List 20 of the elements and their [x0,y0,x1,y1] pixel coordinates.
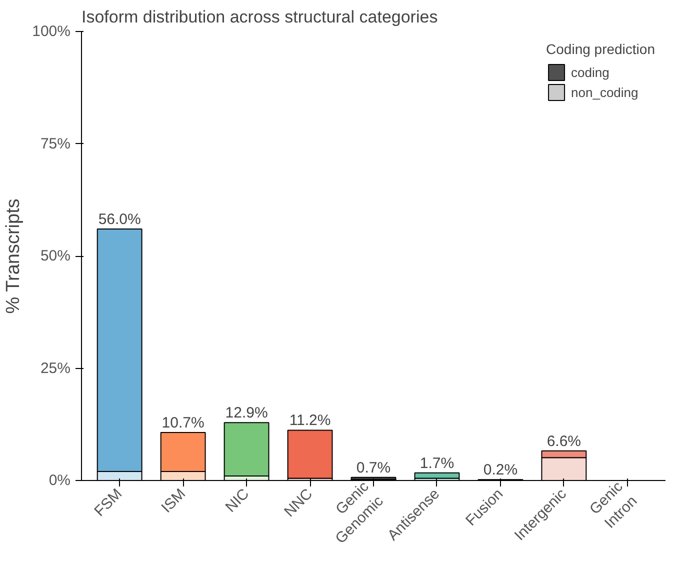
total-label: 0.7% [356,459,391,476]
y-tick-label: 50% [40,248,71,264]
y-axis-title: % Transcripts [3,198,24,314]
y-tick-label: 0% [48,472,71,489]
total-label: 56.0% [98,211,141,228]
total-label: 11.2% [289,412,331,430]
y-tick-label: 100% [32,23,71,40]
x-tick-label: ISM [158,485,190,516]
total-label: 12.9% [225,404,268,422]
chart-title: Isoform distribution across structural categories [82,8,438,26]
total-label: 1.7% [420,454,454,472]
legend-label: non_coding [571,84,638,100]
legend-label: coding [571,64,610,80]
total-label: 10.7% [162,414,204,432]
y-tick-label: 75% [40,135,71,152]
y-tick-label: 25% [40,360,71,377]
total-label: 0.2% [483,462,518,479]
total-label: 6.6% [546,432,582,450]
legend-title: Coding prediction [546,41,655,57]
x-tick-label: NIC [222,485,253,516]
